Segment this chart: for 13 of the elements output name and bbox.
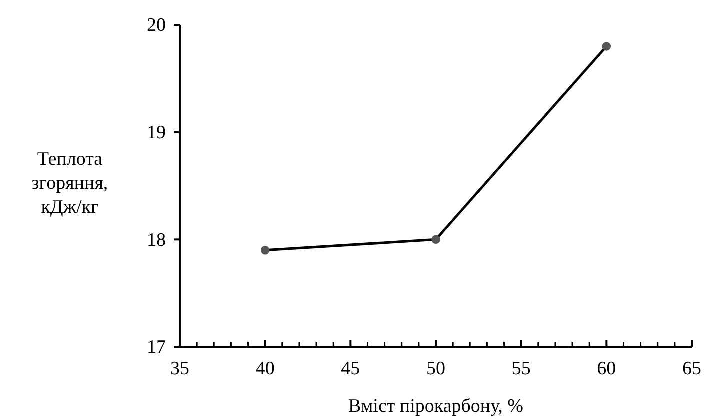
x-tick-label: 60 [597, 358, 616, 380]
y-tick-label: 19 [147, 122, 166, 144]
x-tick-label: 40 [256, 358, 275, 380]
y-tick-label: 18 [147, 230, 166, 251]
x-tick-label: 55 [512, 358, 531, 380]
x-tick-label: 45 [341, 358, 360, 380]
x-tick-label: 50 [426, 358, 446, 380]
y-tick-label: 17 [147, 337, 166, 358]
x-tick-label: 35 [170, 358, 190, 380]
y-tick-label: 20 [147, 15, 166, 36]
y-axis-title: Теплота згоряння, кДж/кг [32, 149, 108, 218]
x-axis-title: Вміст пірокарбону, % [348, 396, 524, 417]
x-tick-label: 65 [682, 358, 702, 380]
